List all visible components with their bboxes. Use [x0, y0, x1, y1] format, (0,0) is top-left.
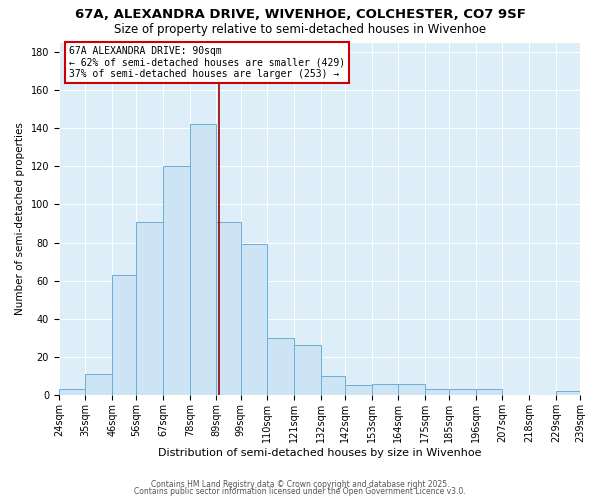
Bar: [556, 391, 580, 395]
Bar: [425, 389, 449, 395]
Bar: [320, 376, 345, 395]
Bar: [294, 346, 320, 395]
Bar: [345, 386, 371, 395]
Bar: [398, 384, 425, 395]
Text: Contains public sector information licensed under the Open Government Licence v3: Contains public sector information licen…: [134, 487, 466, 496]
Bar: [59, 389, 85, 395]
Bar: [449, 389, 476, 395]
Text: Size of property relative to semi-detached houses in Wivenhoe: Size of property relative to semi-detach…: [114, 22, 486, 36]
Text: Contains HM Land Registry data © Crown copyright and database right 2025.: Contains HM Land Registry data © Crown c…: [151, 480, 449, 489]
Bar: [371, 384, 398, 395]
Text: 67A, ALEXANDRA DRIVE, WIVENHOE, COLCHESTER, CO7 9SF: 67A, ALEXANDRA DRIVE, WIVENHOE, COLCHEST…: [74, 8, 526, 20]
Bar: [112, 275, 136, 395]
Bar: [85, 374, 112, 395]
Y-axis label: Number of semi-detached properties: Number of semi-detached properties: [15, 122, 25, 315]
Bar: [476, 389, 502, 395]
Bar: [217, 222, 241, 395]
Bar: [267, 338, 294, 395]
X-axis label: Distribution of semi-detached houses by size in Wivenhoe: Distribution of semi-detached houses by …: [158, 448, 481, 458]
Text: 67A ALEXANDRA DRIVE: 90sqm
← 62% of semi-detached houses are smaller (429)
37% o: 67A ALEXANDRA DRIVE: 90sqm ← 62% of semi…: [69, 46, 346, 79]
Bar: [136, 222, 163, 395]
Bar: [163, 166, 190, 395]
Bar: [241, 244, 267, 395]
Bar: [190, 124, 217, 395]
